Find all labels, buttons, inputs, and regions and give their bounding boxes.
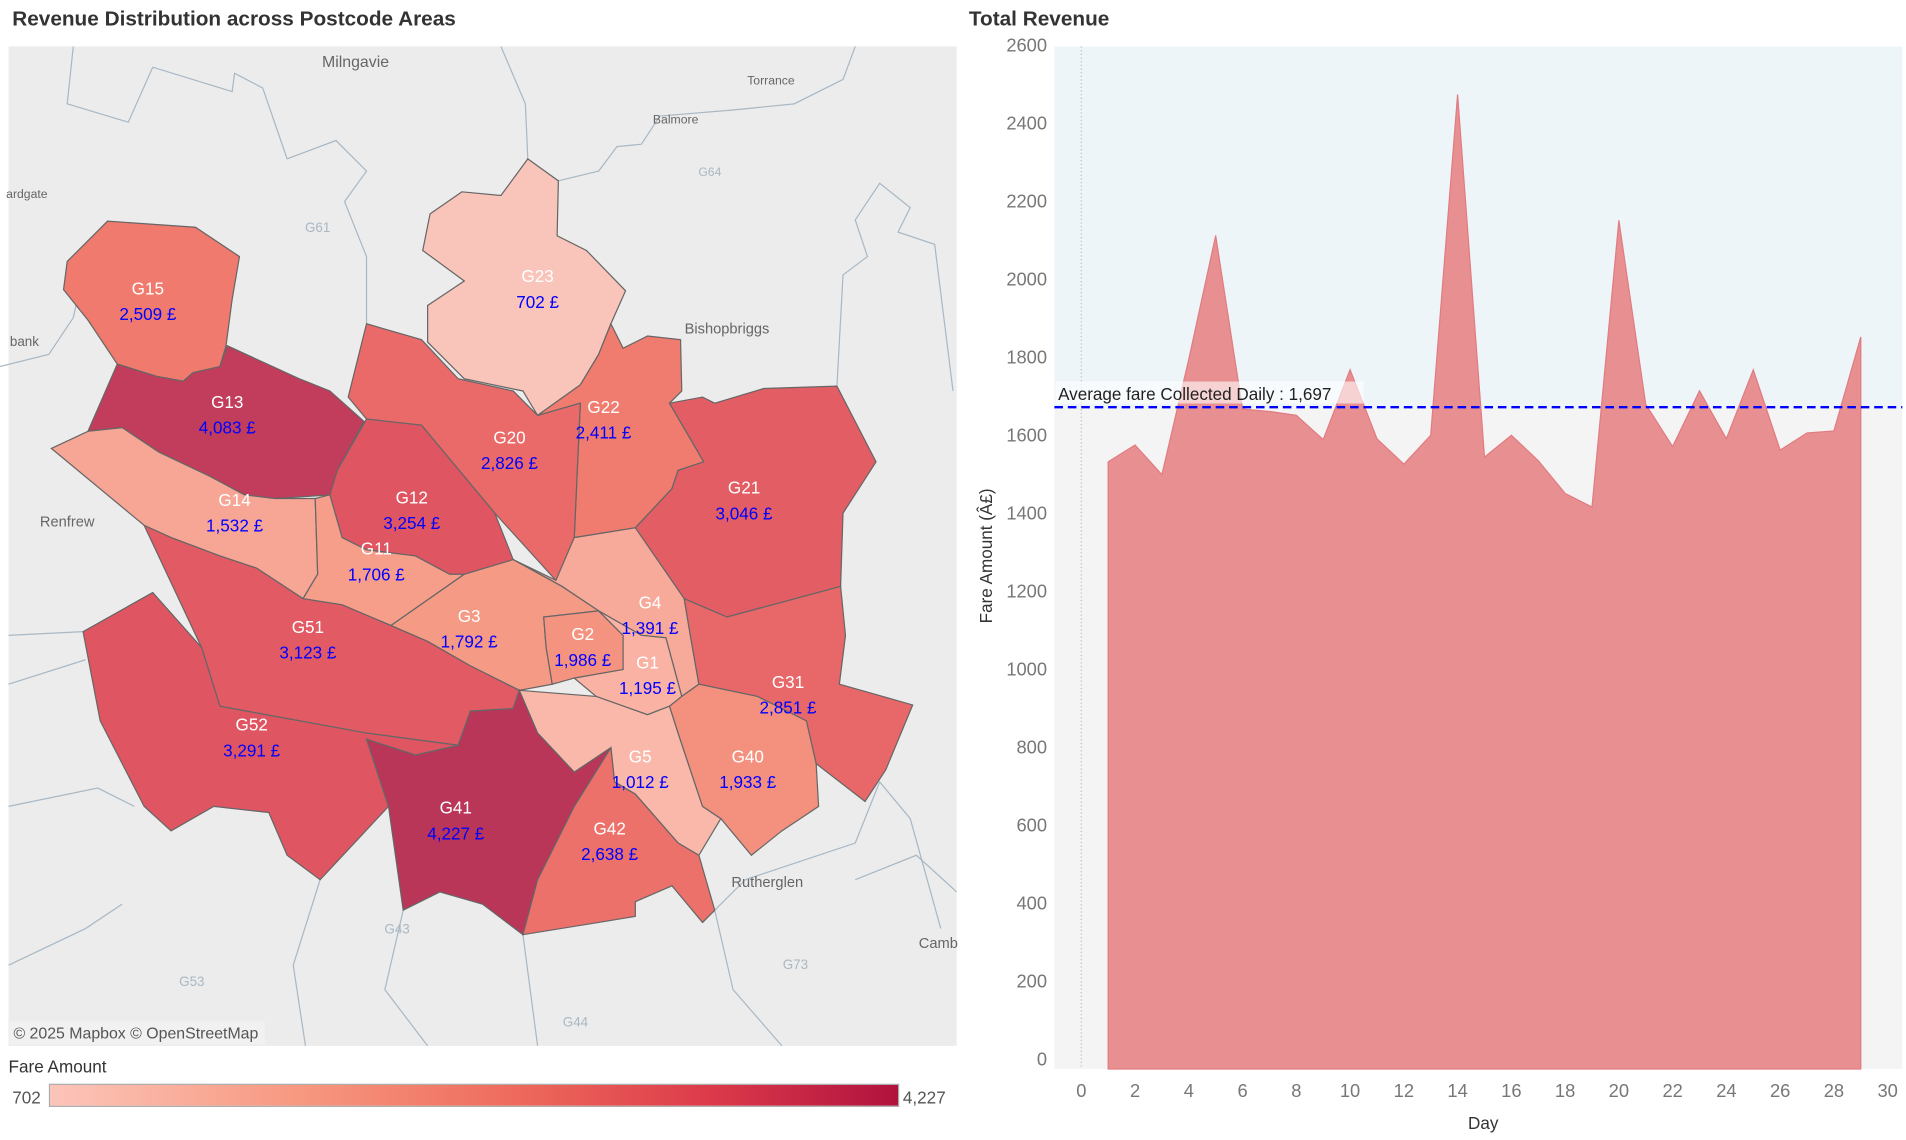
map-boundary-line (522, 934, 539, 1046)
legend-max: 4,227 (902, 1087, 946, 1107)
place-label: Torrance (747, 73, 795, 87)
region-value-label: 3,046 £ (716, 504, 774, 523)
map-boundary-line (292, 879, 321, 1046)
place-label: bank (10, 334, 39, 349)
region-code-label: G5 (629, 747, 652, 766)
chart-title: Total Revenue (968, 7, 1110, 31)
region-value-label: 1,986 £ (554, 651, 612, 670)
map-boundary-line (8, 787, 135, 807)
region-value-label: 2,509 £ (119, 305, 177, 324)
map-boundary-line (836, 182, 954, 392)
place-label: Renfrew (40, 515, 95, 531)
region-value-label: 1,933 £ (719, 773, 777, 792)
map-boundary-line (500, 46, 529, 159)
region-code-label: G4 (639, 593, 662, 612)
legend-title: Fare Amount (8, 1056, 107, 1077)
place-label: Rutherglen (731, 875, 803, 891)
map-boundary-line (66, 46, 368, 324)
region-code-label: G41 (440, 799, 472, 818)
region-value-label: 3,291 £ (223, 741, 281, 760)
region-code-label: G14 (218, 491, 250, 510)
region-code-label: G42 (594, 819, 626, 838)
attribution-box (9, 1021, 266, 1045)
region-code-label: G11 (361, 540, 392, 559)
region-value-label: 2,851 £ (760, 699, 818, 718)
region-value-label: 3,254 £ (383, 514, 441, 533)
region-code-label: G1 (636, 653, 659, 672)
place-label: Milngavie (322, 54, 389, 71)
region-g23[interactable] (422, 157, 627, 417)
region-value-label: 4,083 £ (199, 419, 257, 438)
region-code-label: G52 (236, 716, 268, 735)
region-value-label: 1,012 £ (612, 773, 670, 792)
map-attribution[interactable]: © 2025 Mapbox © OpenStreetMap (13, 1026, 258, 1043)
region-value-label: 1,706 £ (348, 565, 406, 584)
place-label: Camb (919, 936, 958, 952)
region-value-label: 702 £ (516, 293, 559, 312)
place-label: G73 (783, 957, 808, 972)
region-value-label: 3,123 £ (279, 644, 337, 663)
region-g40[interactable] (668, 683, 820, 857)
region-value-label: 2,411 £ (576, 424, 632, 443)
region-code-label: G22 (587, 398, 619, 417)
place-label: ardgate (6, 187, 48, 201)
region-value-label: 2,826 £ (481, 454, 539, 473)
region-code-label: G2 (571, 625, 594, 644)
map-boundary-line (384, 910, 429, 1047)
region-value-label: 4,227 £ (427, 824, 485, 843)
map-boundary-line (714, 910, 783, 1047)
region-value-label: 1,532 £ (206, 516, 264, 535)
region-code-label: G31 (772, 673, 804, 692)
region-g52[interactable] (82, 591, 459, 881)
region-value-label: 2,638 £ (581, 845, 639, 864)
map-boundary-line (558, 46, 856, 182)
map-boundary-line (702, 780, 942, 929)
region-code-label: G3 (458, 607, 481, 626)
region-value-label: 1,391 £ (621, 619, 679, 638)
region-code-label: G23 (521, 267, 553, 286)
map-title: Revenue Distribution across Postcode Are… (12, 7, 456, 31)
region-g42[interactable] (522, 745, 716, 936)
map-boundary-line (855, 854, 958, 893)
legend-min: 702 (12, 1087, 41, 1107)
place-label: G61 (305, 220, 330, 235)
place-label: G53 (179, 974, 204, 989)
region-code-label: G20 (493, 429, 525, 448)
place-label: G43 (384, 921, 409, 936)
place-label: Balmore (653, 112, 699, 126)
place-label: G44 (563, 1014, 589, 1029)
place-label: G64 (698, 165, 721, 179)
region-code-label: G15 (132, 279, 164, 298)
map-boundary-line (8, 631, 84, 636)
region-value-label: 1,792 £ (441, 633, 499, 652)
region-code-label: G51 (292, 618, 324, 637)
region-g11[interactable] (302, 494, 467, 627)
region-code-label: G13 (211, 393, 243, 412)
region-code-label: G21 (728, 479, 760, 498)
region-code-label: G12 (396, 488, 428, 507)
map-boundary-line (8, 659, 86, 685)
region-code-label: G40 (732, 747, 764, 766)
legend-color-bar (48, 1083, 900, 1107)
region-value-label: 1,195 £ (619, 679, 677, 698)
place-label: Bishopbriggs (685, 322, 770, 338)
map-boundary-line (8, 903, 123, 966)
